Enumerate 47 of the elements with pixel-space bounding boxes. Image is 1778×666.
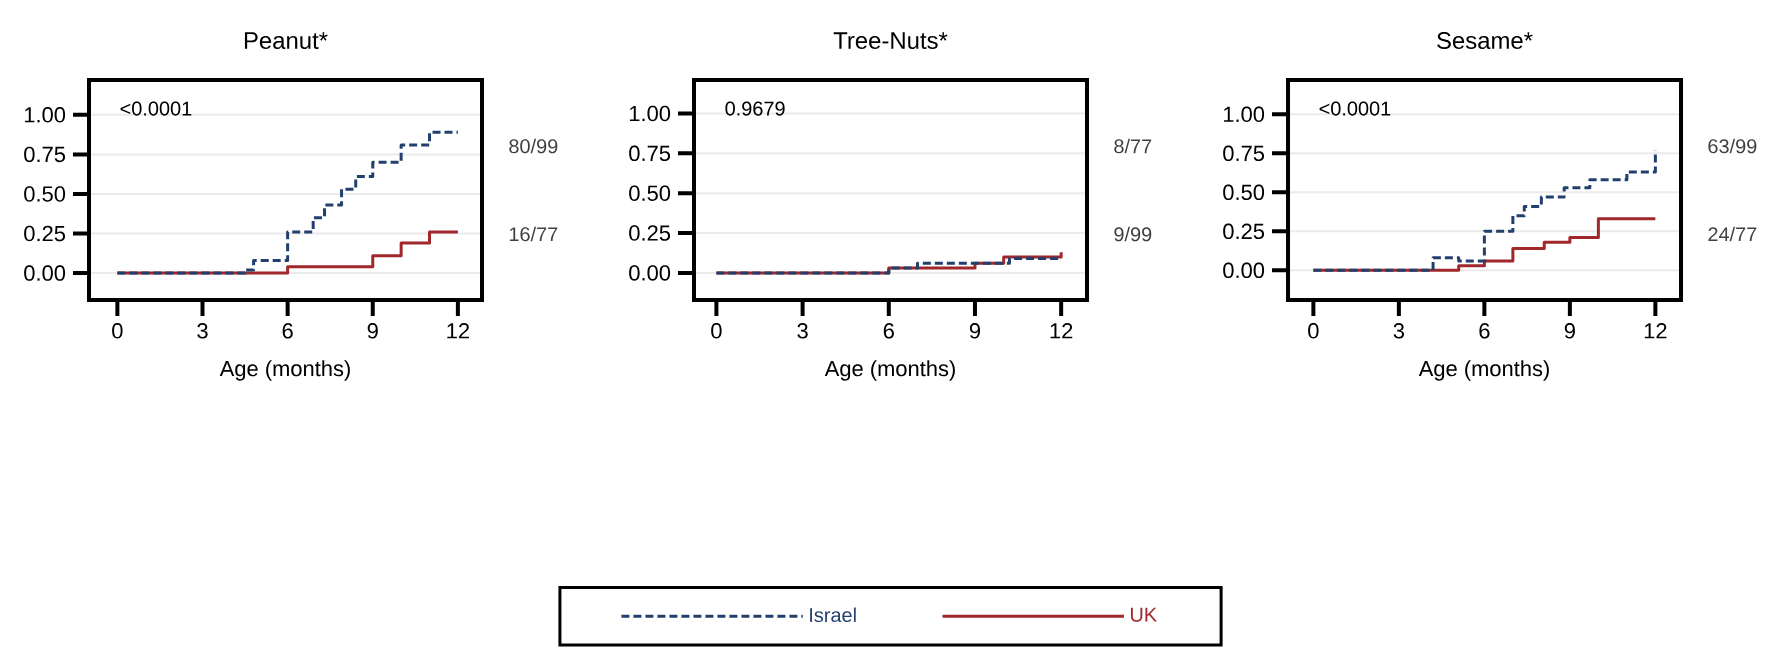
y-tick-label: 0.50	[1223, 184, 1265, 201]
annotation: <0.0001	[120, 101, 192, 116]
y-tick-label: 0.25	[629, 225, 671, 241]
text: Israel	[810, 607, 856, 623]
y-tick-label: 0.75	[629, 145, 671, 162]
chart-title: Tree-Nuts*	[833, 32, 948, 49]
y-tick-label: 0.25	[1223, 223, 1265, 240]
y-tick-label: 1.00	[1223, 106, 1265, 123]
y-tick-label: 0.75	[24, 146, 66, 163]
text: 24/77	[1708, 226, 1757, 242]
y-tick-label: 0.25	[24, 225, 66, 242]
x-tick-label: 6	[1479, 323, 1490, 339]
text: 80/99	[509, 138, 558, 154]
text: 8/77	[1114, 138, 1152, 154]
x-tick-label: 12	[447, 323, 469, 339]
x-tick-label: 6	[282, 323, 293, 339]
x-tick-label: 9	[1564, 323, 1575, 339]
text: 16/77	[509, 226, 558, 242]
chart-title: Sesame*	[1437, 32, 1533, 49]
text: 63/99	[1708, 138, 1757, 154]
y-tick-label: 1.00	[24, 107, 66, 123]
y-tick-label: 1.00	[629, 105, 671, 122]
x-axis-title: Age (months)	[824, 360, 955, 381]
y-tick-label: 0.00	[1223, 262, 1265, 279]
y-tick-label: 0.75	[1223, 145, 1265, 162]
chart-title: Peanut*	[244, 32, 328, 49]
annotation: 0.9679	[725, 101, 785, 116]
y-tick-label: 0.00	[629, 265, 671, 281]
x-axis-title: Age (months)	[219, 360, 350, 381]
y-tick-label: 0.50	[24, 186, 66, 202]
x-tick-label: 9	[367, 323, 378, 339]
x-tick-label: 3	[797, 323, 808, 339]
x-tick-label: 12	[1050, 323, 1073, 339]
x-tick-label: 6	[883, 323, 894, 339]
x-tick-label: 12	[1644, 323, 1667, 339]
x-tick-label: 0	[1308, 323, 1319, 339]
x-tick-label: 0	[112, 323, 123, 339]
x-tick-label: 9	[969, 323, 981, 339]
y-tick-label: 0.50	[629, 185, 671, 201]
x-tick-label: 3	[197, 323, 208, 339]
y-tick-label: 0.00	[24, 265, 66, 281]
text: UK	[1130, 607, 1157, 622]
x-tick-label: 0	[711, 323, 722, 339]
x-tick-label: 3	[1393, 323, 1404, 339]
text: 9/99	[1114, 226, 1152, 242]
x-axis-title: Age (months)	[1418, 360, 1549, 381]
annotation: <0.0001	[1319, 101, 1391, 116]
